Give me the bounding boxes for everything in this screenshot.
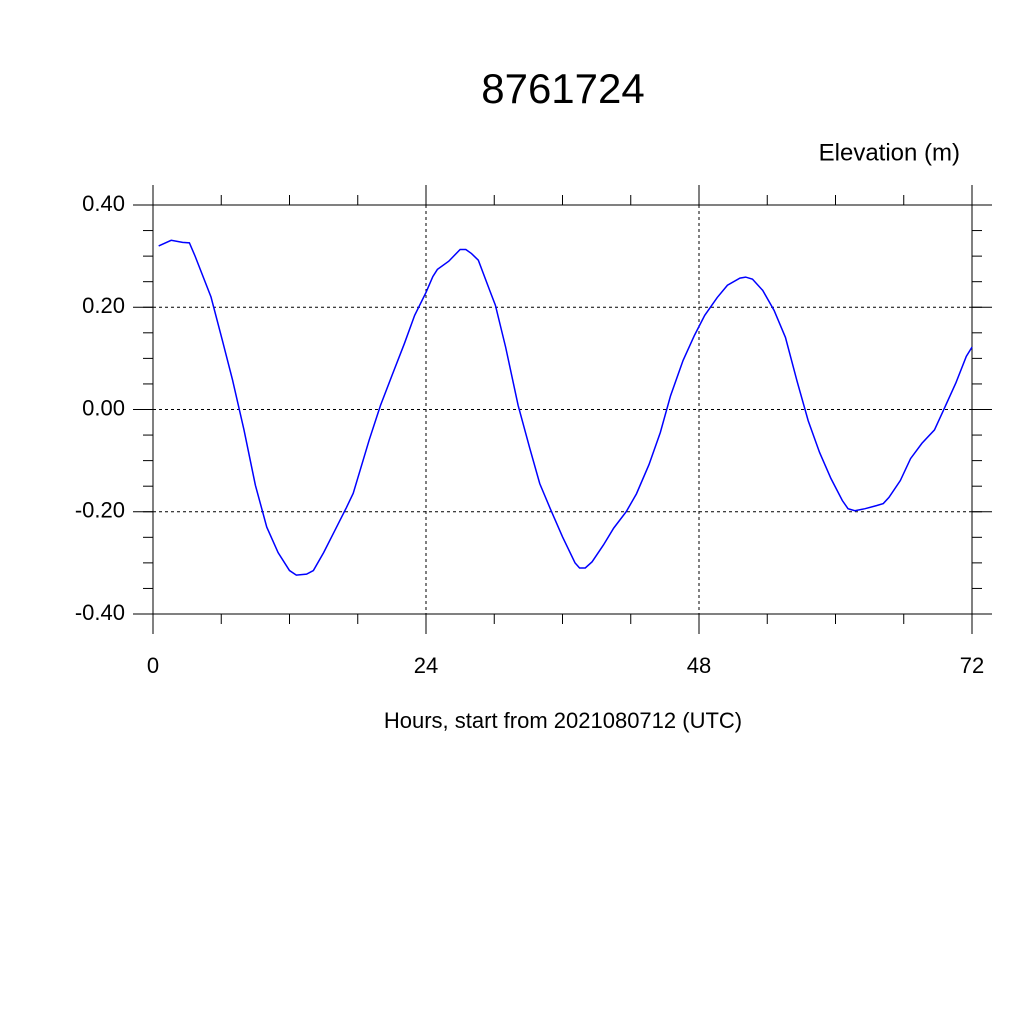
y-tick-label: 0.40 (82, 191, 125, 216)
x-tick-label: 24 (414, 653, 438, 678)
x-tick-label: 48 (687, 653, 711, 678)
y-tick-label: 0.20 (82, 293, 125, 318)
x-tick-label: 0 (147, 653, 159, 678)
data-line (158, 239, 973, 576)
y-tick-label: -0.20 (75, 498, 125, 523)
y-tick-label: -0.40 (75, 600, 125, 625)
y-tick-label: 0.00 (82, 395, 125, 420)
x-axis-label: Hours, start from 2021080712 (UTC) (384, 708, 742, 733)
chart-title: 8761724 (481, 65, 645, 112)
y-axis-label: Elevation (m) (819, 139, 960, 166)
x-tick-label: 72 (960, 653, 984, 678)
